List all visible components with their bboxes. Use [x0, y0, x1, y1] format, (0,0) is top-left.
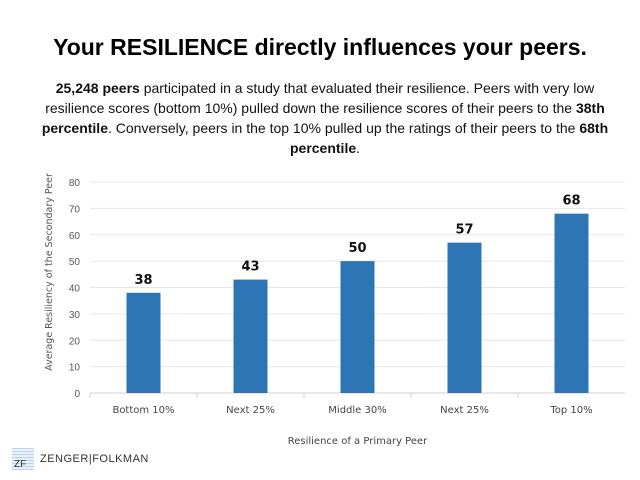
- subtitle-bold-3: 68th percentile: [289, 120, 609, 156]
- subtitle-text-2: . Conversely, peers in the top 10% pulle…: [107, 120, 580, 136]
- subtitle-bold-1: 25,248 peers: [55, 80, 140, 96]
- logo-text: ZENGER|FOLKMAN: [40, 453, 149, 465]
- x-tick-label: Next 25%: [440, 405, 489, 416]
- data-label: 38: [134, 273, 152, 288]
- y-axis-title: Average Resiliency of the Secondary Peer: [44, 173, 55, 371]
- bar: [126, 292, 161, 393]
- x-axis-title: Resilience of a Primary Peer: [288, 436, 428, 447]
- data-label: 50: [348, 241, 366, 256]
- x-tick-label: Top 10%: [549, 405, 592, 416]
- data-label: 57: [455, 223, 473, 238]
- bar: [340, 261, 375, 393]
- slide-subtitle: 25,248 peers participated in a study tha…: [40, 78, 610, 158]
- subtitle-bold-2: 38th percentile: [41, 100, 605, 136]
- x-tick-label: Middle 30%: [328, 405, 386, 416]
- logo-mark: ZF: [12, 448, 34, 470]
- y-tick-label: 10: [69, 363, 81, 374]
- y-tick-label: 0: [74, 389, 80, 400]
- y-tick-label: 50: [69, 257, 81, 268]
- subtitle-text-3: .: [356, 140, 361, 156]
- x-tick-label: Next 25%: [226, 405, 275, 416]
- slide-title: Your RESILIENCE directly influences your…: [53, 34, 587, 60]
- y-tick-label: 70: [69, 204, 81, 215]
- zenger-folkman-logo: ZF ZENGER|FOLKMAN: [12, 448, 149, 470]
- y-tick-label: 20: [69, 336, 81, 347]
- x-tick-label: Bottom 10%: [112, 405, 174, 416]
- data-label: 43: [241, 260, 259, 275]
- y-tick-label: 30: [69, 310, 81, 321]
- data-label: 68: [562, 194, 580, 209]
- subtitle-text-1: participated in a study that evaluated t…: [45, 80, 595, 116]
- bar: [554, 213, 589, 393]
- bar: [233, 279, 268, 393]
- y-tick-label: 80: [69, 178, 81, 189]
- y-tick-label: 60: [69, 231, 81, 242]
- bar: [447, 242, 482, 393]
- y-tick-label: 40: [69, 284, 81, 295]
